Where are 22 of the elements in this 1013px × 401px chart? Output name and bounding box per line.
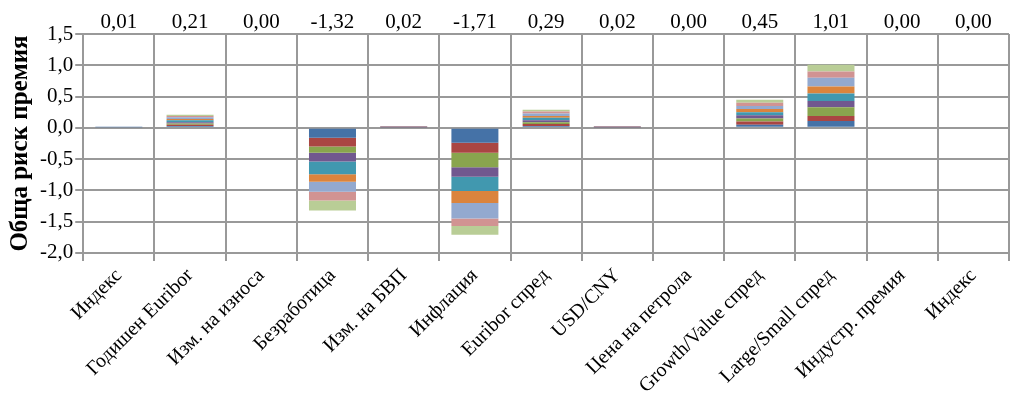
y-tick-label: 1,0 <box>46 51 74 76</box>
text: 0,02 <box>385 9 423 34</box>
text: 0,00 <box>670 9 707 34</box>
text: 0,21 <box>171 9 209 34</box>
text: -1,32 <box>310 9 355 34</box>
y-tick-label: -1,5 <box>39 208 74 233</box>
text: 0,00 <box>955 9 992 34</box>
text: 0,01 <box>100 9 138 34</box>
y-tick-label: 1,5 <box>46 20 74 45</box>
y-tick-label: -1,0 <box>39 176 74 201</box>
text: 0,00 <box>883 9 921 34</box>
y-tick-label: -0,5 <box>39 145 74 170</box>
y-tick-label: -2,0 <box>39 239 74 264</box>
y-tick-label: 0,5 <box>46 83 74 108</box>
text: 0,02 <box>598 9 636 34</box>
text: 1,01 <box>812 9 850 34</box>
text: 0,45 <box>741 9 779 34</box>
text: -1,71 <box>453 9 497 34</box>
y-axis-title: Обща риск премия <box>5 35 33 252</box>
text: 0,00 <box>242 9 280 34</box>
y-tick-label: 0,0 <box>46 114 74 139</box>
text: 0,29 <box>527 9 565 34</box>
